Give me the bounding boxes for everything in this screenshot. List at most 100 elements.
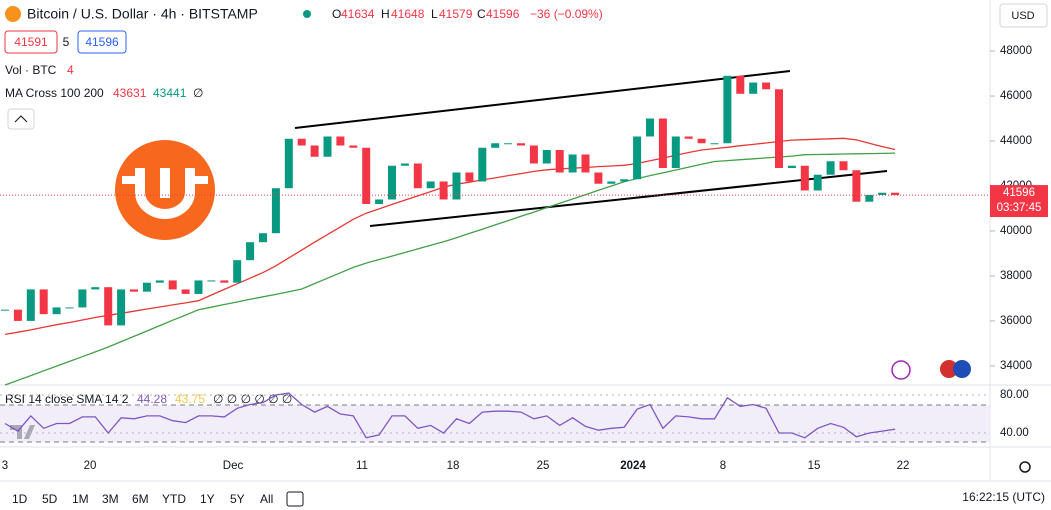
legend-rsi[interactable]: RSI 14 close SMA 14 2: [5, 392, 129, 406]
candle: [78, 289, 87, 308]
candle: [491, 143, 500, 148]
candle: [478, 147, 487, 182]
candle: [787, 165, 796, 168]
ohlc-value: 41579: [439, 7, 473, 21]
candle: [800, 165, 809, 191]
candle: [646, 118, 654, 137]
candle: [297, 138, 306, 146]
x-tick-label: 20: [84, 460, 97, 472]
candle: [310, 145, 319, 157]
candle: [130, 289, 138, 292]
candle: [142, 282, 151, 292]
range-button[interactable]: All: [260, 492, 273, 506]
legend-volume[interactable]: Vol · BTC: [5, 63, 57, 77]
ohlc-value: 41634: [341, 7, 375, 21]
symbol-title[interactable]: Bitcoin / U.S. Dollar · 4h · BITSTAMP: [27, 6, 258, 22]
date-range-icon[interactable]: [286, 491, 304, 507]
legend-ma-slow: 43441: [153, 86, 187, 100]
last-price-box: [990, 185, 1048, 218]
candle: [749, 82, 758, 94]
range-button[interactable]: 5D: [42, 492, 58, 506]
countdown: 03:37:45: [997, 202, 1042, 214]
legend-ma-extra: ∅: [193, 86, 203, 100]
candle: [671, 136, 680, 168]
range-button[interactable]: 5Y: [230, 492, 245, 506]
candle: [568, 154, 577, 173]
candle: [594, 172, 603, 184]
rsi-line: [4, 392, 896, 439]
candle: [168, 280, 177, 290]
candle: [413, 163, 422, 189]
event-flag[interactable]: [953, 360, 971, 378]
candle: [117, 289, 126, 326]
event-icon[interactable]: [891, 360, 911, 380]
ask-price[interactable]: 41596: [85, 35, 119, 49]
ohlc-label: O: [332, 7, 341, 21]
candle: [91, 287, 100, 290]
candle: [259, 233, 267, 243]
settings-icon[interactable]: [1019, 461, 1031, 473]
legend-rsi-extra: ∅ ∅ ∅ ∅ ∅ ∅: [213, 392, 292, 406]
range-button[interactable]: 1D: [12, 492, 28, 506]
candle: [362, 147, 371, 204]
currency-button[interactable]: [999, 3, 1048, 28]
ma-200-line: [4, 152, 896, 386]
legend-ma[interactable]: MA Cross 100 200: [5, 86, 104, 100]
market-status: [303, 10, 311, 18]
range-button[interactable]: 3M: [102, 492, 119, 506]
candle: [233, 260, 242, 283]
ohlc-value: 41648: [391, 7, 425, 21]
event-flag[interactable]: [940, 360, 958, 378]
candle: [839, 161, 848, 171]
ohlc-change: −36 (−0.09%): [530, 7, 603, 21]
buy-button[interactable]: [77, 30, 127, 54]
candle: [775, 89, 783, 168]
candle: [1, 309, 9, 311]
ohlc-label: L: [431, 7, 438, 21]
candle: [620, 179, 629, 182]
bid-price[interactable]: 41591: [14, 35, 48, 49]
candle: [271, 188, 280, 234]
candle: [555, 149, 564, 173]
trend-line[interactable]: [294, 70, 791, 129]
sell-button[interactable]: [4, 30, 58, 54]
currency[interactable]: USD: [1011, 10, 1034, 22]
legend-ma-fast: 43631: [113, 86, 147, 100]
candle: [633, 136, 642, 180]
brand-logo: [115, 140, 215, 240]
candle: [336, 136, 345, 146]
candle: [658, 118, 667, 168]
y-tick-label: 44000: [1000, 135, 1032, 147]
candle: [52, 307, 61, 315]
legend-volume-value: 4: [67, 63, 74, 77]
candle: [246, 242, 255, 261]
y-tick-label: 48000: [1000, 45, 1032, 57]
candle: [465, 172, 474, 182]
ma-100-line: [4, 137, 896, 336]
range-button[interactable]: 1Y: [200, 492, 215, 506]
candle: [13, 309, 22, 321]
candle: [684, 136, 693, 139]
ohlc-value: 41596: [486, 7, 520, 21]
candle: [194, 280, 203, 294]
candle: [65, 307, 74, 309]
candle: [542, 149, 551, 164]
candle: [284, 138, 293, 189]
candle: [220, 280, 229, 283]
candle: [400, 163, 409, 166]
rsi-tick-label: 80.00: [1000, 389, 1029, 401]
candle: [155, 280, 164, 283]
range-button[interactable]: 1M: [72, 492, 89, 506]
candle: [891, 192, 900, 196]
range-button[interactable]: YTD: [162, 492, 186, 506]
x-tick-label: 8: [720, 460, 726, 472]
candle: [26, 289, 35, 321]
legend-rsi-value: 44.28: [137, 392, 167, 406]
spread: 5: [63, 35, 70, 49]
candle: [181, 289, 190, 294]
candle: [388, 165, 396, 200]
range-button[interactable]: 6M: [132, 492, 149, 506]
collapse-button[interactable]: [7, 108, 35, 130]
candle: [762, 82, 771, 90]
